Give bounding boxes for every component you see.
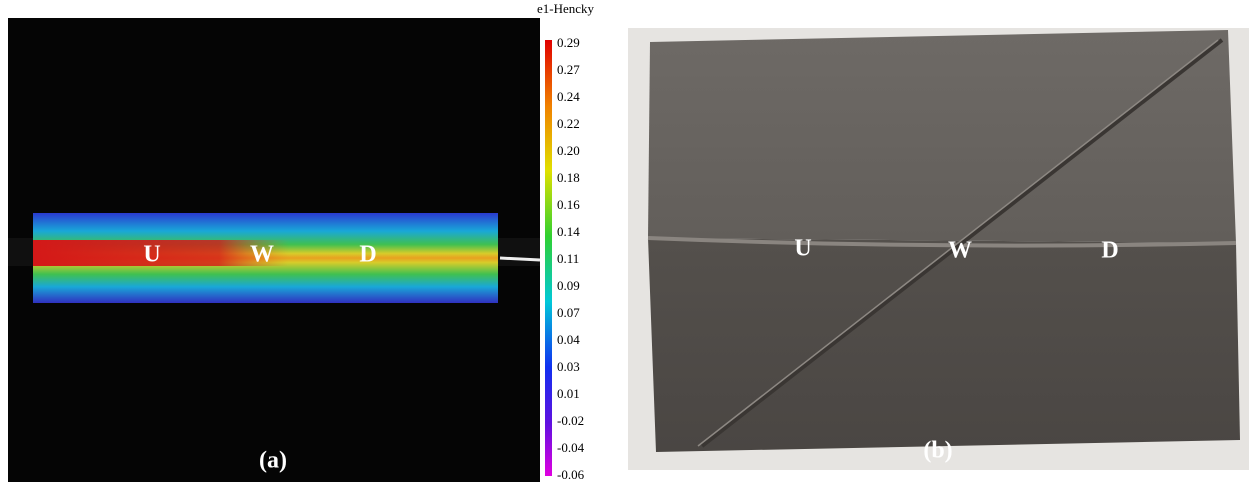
colorbar-tick-label: 0.14 xyxy=(557,224,580,239)
colorbar-title: e1-Hencky xyxy=(537,1,595,16)
colorbar-tick-label: 0.24 xyxy=(557,89,580,104)
colorbar-tick-label: -0.02 xyxy=(557,413,584,428)
region-label: U xyxy=(143,242,160,268)
region-label: U xyxy=(794,236,811,262)
region-label: W xyxy=(250,242,274,268)
colorbar-tick-label: 0.03 xyxy=(557,359,580,374)
colorbar-tick-label: 0.20 xyxy=(557,143,580,158)
region-label: D xyxy=(359,242,376,268)
caption: (a) xyxy=(259,448,287,474)
caption: (b) xyxy=(923,438,952,464)
colorbar-tick-label: -0.04 xyxy=(557,440,585,455)
marker xyxy=(500,258,540,260)
colorbar-tick-label: 0.04 xyxy=(557,332,580,347)
region-label: W xyxy=(948,238,972,264)
region-label: D xyxy=(1101,238,1118,264)
colorbar-tick-label: 0.18 xyxy=(557,170,580,185)
colorbar-tick-label: 0.16 xyxy=(557,197,580,212)
colorbar-tick-label: 0.29 xyxy=(557,35,580,50)
colorbar xyxy=(545,40,552,476)
colorbar-tick-label: 0.22 xyxy=(557,116,580,131)
top-face xyxy=(648,30,1236,243)
colorbar-tick-label: 0.01 xyxy=(557,386,580,401)
colorbar-tick-label: 0.27 xyxy=(557,62,580,77)
figure: U W D (a) e1-Hencky 0.29 0.27 0.24 0.22 0.20 0.… xyxy=(0,0,1249,482)
colorbar-tick-label: -0.06 xyxy=(557,467,585,482)
colorbar-tick-label: 0.09 xyxy=(557,278,580,293)
colorbar-tick-label: 0.07 xyxy=(557,305,580,320)
colorbar-tick-label: 0.11 xyxy=(557,251,579,266)
